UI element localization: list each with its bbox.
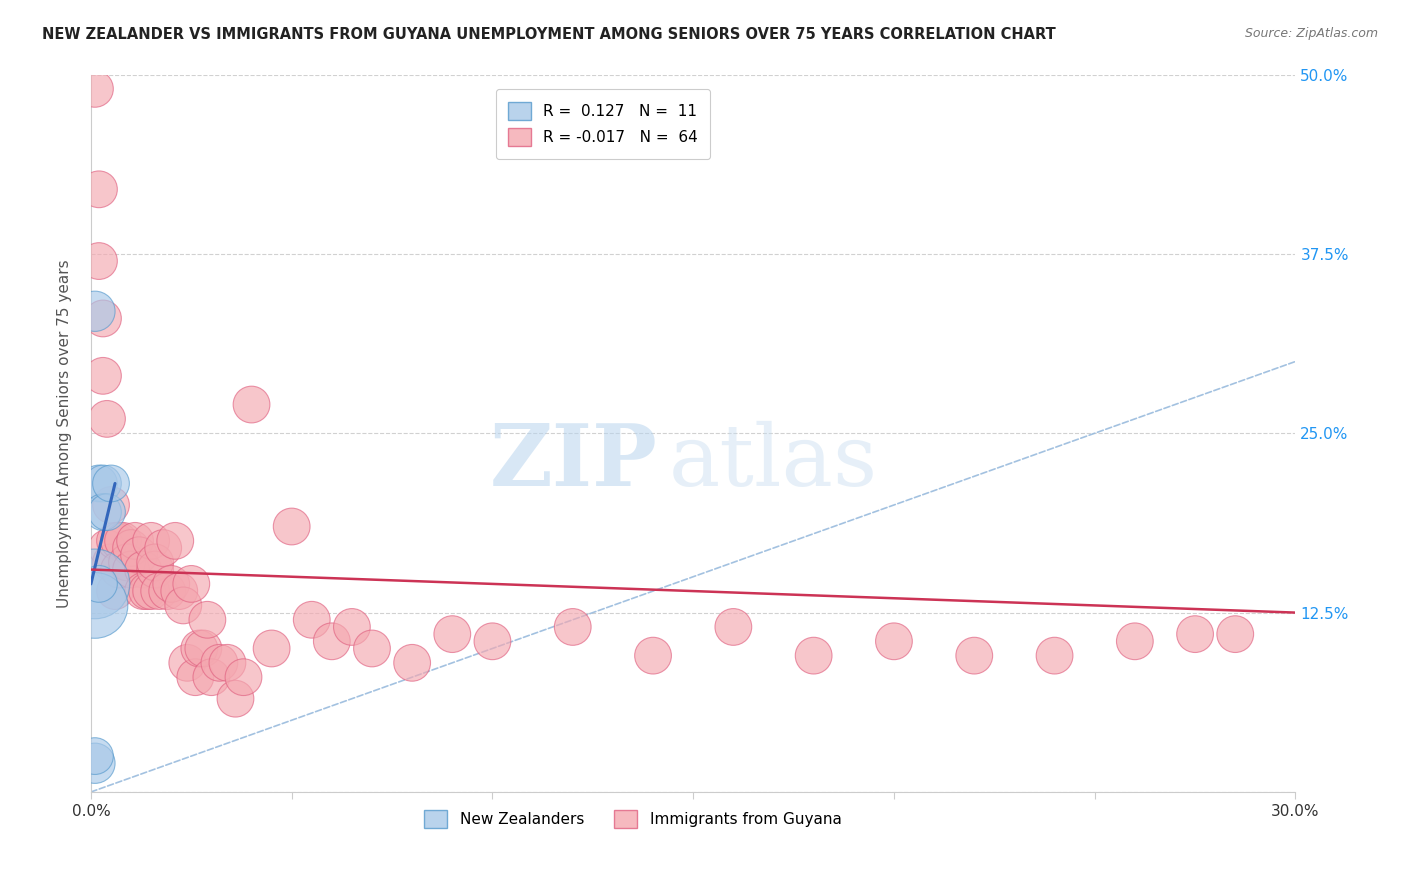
Point	[401, 656, 423, 670]
Point	[84, 756, 107, 771]
Point	[87, 182, 110, 196]
Point	[112, 533, 135, 548]
Point	[481, 634, 503, 648]
Point	[115, 555, 138, 569]
Point	[120, 563, 142, 577]
Point	[100, 555, 122, 569]
Point	[260, 641, 283, 656]
Point	[96, 541, 118, 555]
Point	[180, 577, 202, 591]
Point	[240, 398, 263, 412]
Point	[1184, 627, 1206, 641]
Point	[87, 577, 110, 591]
Point	[321, 634, 343, 648]
Text: Source: ZipAtlas.com: Source: ZipAtlas.com	[1244, 27, 1378, 40]
Point	[108, 563, 131, 577]
Point	[165, 533, 187, 548]
Point	[96, 505, 118, 519]
Point	[1043, 648, 1066, 663]
Legend: New Zealanders, Immigrants from Guyana: New Zealanders, Immigrants from Guyana	[419, 804, 848, 835]
Point	[361, 641, 384, 656]
Point	[883, 634, 905, 648]
Point	[301, 613, 323, 627]
Point	[200, 670, 222, 684]
Point	[91, 368, 114, 383]
Point	[91, 505, 114, 519]
Point	[232, 670, 254, 684]
Point	[188, 641, 211, 656]
Point	[176, 656, 198, 670]
Point	[208, 656, 231, 670]
Text: NEW ZEALANDER VS IMMIGRANTS FROM GUYANA UNEMPLOYMENT AMONG SENIORS OVER 75 YEARS: NEW ZEALANDER VS IMMIGRANTS FROM GUYANA …	[42, 27, 1056, 42]
Point	[340, 620, 363, 634]
Point	[172, 599, 194, 613]
Point	[1123, 634, 1146, 648]
Point	[136, 584, 159, 599]
Point	[132, 563, 155, 577]
Point	[803, 648, 825, 663]
Point	[84, 599, 107, 613]
Point	[96, 412, 118, 426]
Point	[120, 541, 142, 555]
Point	[195, 613, 218, 627]
Point	[280, 519, 302, 533]
Point	[156, 584, 179, 599]
Point	[167, 584, 190, 599]
Point	[108, 533, 131, 548]
Point	[91, 311, 114, 326]
Point	[84, 577, 107, 591]
Point	[641, 648, 664, 663]
Point	[87, 254, 110, 268]
Point	[141, 584, 163, 599]
Point	[143, 563, 166, 577]
Point	[224, 691, 246, 706]
Point	[84, 304, 107, 318]
Point	[104, 584, 127, 599]
Point	[441, 627, 464, 641]
Point	[124, 533, 146, 548]
Y-axis label: Unemployment Among Seniors over 75 years: Unemployment Among Seniors over 75 years	[58, 259, 72, 607]
Point	[143, 555, 166, 569]
Text: atlas: atlas	[669, 420, 879, 503]
Point	[100, 498, 122, 512]
Point	[100, 476, 122, 491]
Point	[184, 670, 207, 684]
Point	[148, 584, 170, 599]
Point	[84, 749, 107, 764]
Point	[217, 656, 239, 670]
Text: ZIP: ZIP	[489, 420, 657, 504]
Point	[963, 648, 986, 663]
Point	[141, 533, 163, 548]
Point	[104, 533, 127, 548]
Point	[1225, 627, 1247, 641]
Point	[87, 476, 110, 491]
Point	[128, 548, 150, 562]
Point	[723, 620, 745, 634]
Point	[160, 577, 183, 591]
Point	[193, 641, 215, 656]
Point	[91, 476, 114, 491]
Point	[561, 620, 583, 634]
Point	[152, 541, 174, 555]
Point	[84, 82, 107, 96]
Point	[132, 584, 155, 599]
